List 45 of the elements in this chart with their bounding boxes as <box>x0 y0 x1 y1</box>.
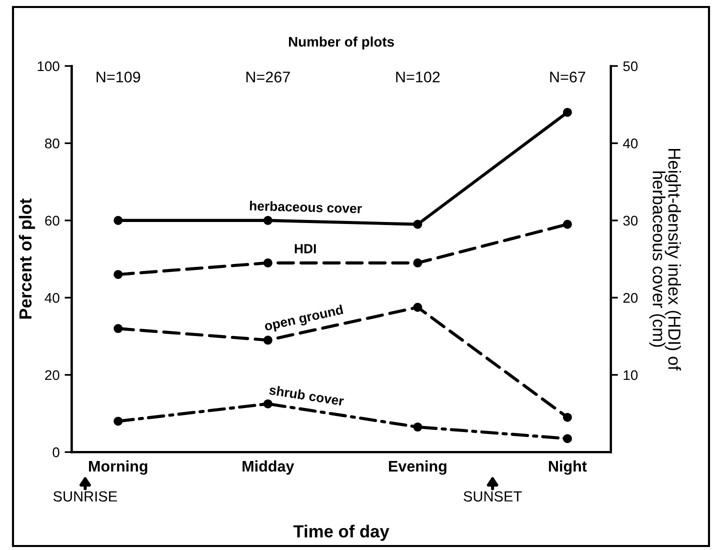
annotation: N=102 <box>396 72 440 82</box>
text: open ground <box>264 304 344 334</box>
y2-tick-label: 50 <box>623 61 638 72</box>
point <box>114 416 123 426</box>
point <box>263 216 272 225</box>
series-label: HDI <box>294 244 316 254</box>
point <box>562 412 572 422</box>
y2-tick-label: 30 <box>623 216 638 226</box>
point <box>413 422 422 432</box>
x-tick-label: Evening <box>388 460 446 475</box>
point <box>263 258 272 268</box>
y-tick-label: 80 <box>45 138 60 148</box>
series-label: herbaceous cover <box>250 200 362 214</box>
y-tick-label: 40 <box>44 292 60 303</box>
point <box>263 336 272 345</box>
point <box>562 220 572 229</box>
y-tick-label: 100 <box>38 61 60 72</box>
x-tick-label: Midday <box>242 460 294 475</box>
chart-title: Number of plots <box>288 36 394 50</box>
annotation: N=109 <box>96 72 140 82</box>
y2-tick-label: 20 <box>623 292 638 303</box>
y2-tick-label: 40 <box>623 138 638 148</box>
point <box>562 108 572 117</box>
point <box>562 434 572 444</box>
y-tick-label: 60 <box>45 216 60 226</box>
point <box>263 399 272 408</box>
y-tick-label: 20 <box>45 370 60 380</box>
x-tick-label: Morning <box>89 460 148 475</box>
text: SUNSET <box>464 491 522 502</box>
point <box>413 220 422 229</box>
annotation: N=267 <box>246 72 290 82</box>
annotation: N=67 <box>550 72 586 82</box>
point <box>114 324 123 334</box>
point <box>413 258 422 268</box>
y-axis-title: Percent of plot <box>18 198 36 319</box>
x-axis-title: Time of day <box>293 524 390 541</box>
x-tick-label: Night <box>548 460 587 475</box>
text: shrub cover <box>268 384 344 406</box>
y2-tick-label: 10 <box>624 370 638 380</box>
point <box>114 270 123 280</box>
y-tick-label: 0 <box>52 447 60 458</box>
y2-axis-title: Height-density index (HDI) of herbaceous cover (cm) <box>649 149 681 371</box>
point <box>114 216 123 225</box>
point <box>413 302 422 312</box>
text: SUNRISE <box>53 491 117 502</box>
